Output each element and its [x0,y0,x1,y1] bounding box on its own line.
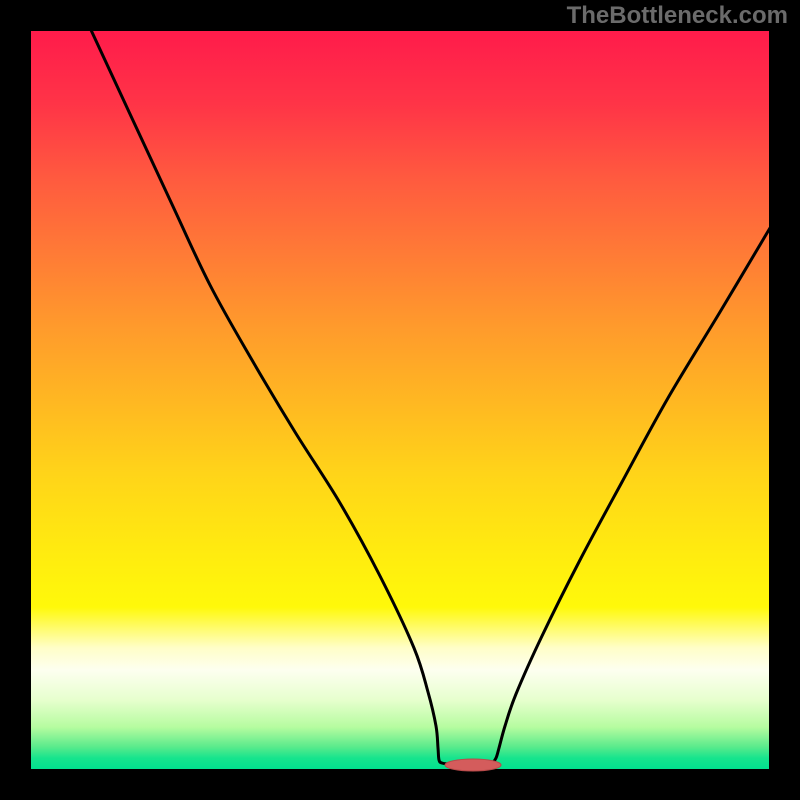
optimum-marker [445,759,501,771]
bottleneck-curve-chart [0,0,800,800]
chart-stage: TheBottleneck.com [0,0,800,800]
watermark-text: TheBottleneck.com [567,2,788,30]
